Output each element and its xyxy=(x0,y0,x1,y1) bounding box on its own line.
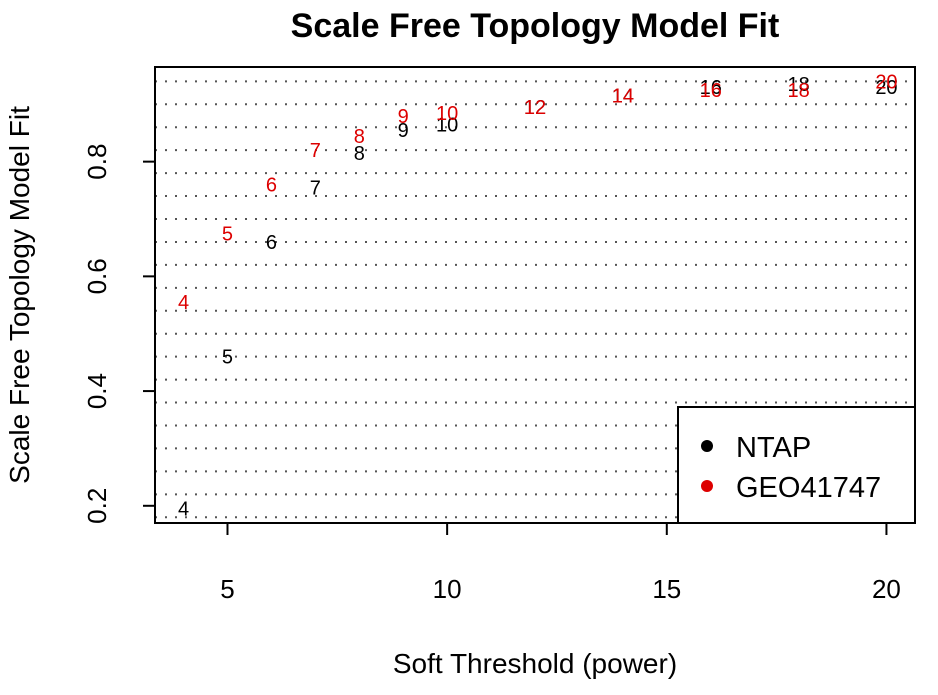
point-label-geo41747: 12 xyxy=(524,97,546,119)
y-tick-label: 0.8 xyxy=(82,144,112,180)
point-label-ntap: 5 xyxy=(222,347,233,369)
legend: NTAP GEO41747 xyxy=(677,406,916,524)
x-axis-title: Soft Threshold (power) xyxy=(393,648,677,679)
point-label-ntap: 20 xyxy=(875,77,897,99)
point-label-ntap: 6 xyxy=(266,232,277,254)
point-label-ntap: 9 xyxy=(398,120,409,142)
chart-title: Scale Free Topology Model Fit xyxy=(291,7,780,45)
point-label-geo41747: 16 xyxy=(700,80,722,102)
legend-box xyxy=(677,406,916,524)
point-label-geo41747: 6 xyxy=(266,175,277,197)
point-label-ntap: 4 xyxy=(178,499,189,521)
x-tick-label: 5 xyxy=(220,574,234,604)
point-label-ntap: 12 xyxy=(524,97,546,119)
point-label-ntap: 8 xyxy=(354,143,365,165)
point-label-geo41747: 14 xyxy=(612,86,634,108)
y-axis-title: Scale Free Topology Model Fit xyxy=(4,106,35,484)
point-label-geo41747: 20 xyxy=(875,71,897,93)
point-label-ntap: 18 xyxy=(787,74,809,96)
point-label-geo41747: 8 xyxy=(354,126,365,148)
point-label-geo41747: 5 xyxy=(222,223,233,245)
point-label-geo41747: 4 xyxy=(178,292,189,314)
point-label-geo41747: 18 xyxy=(787,80,809,102)
x-tick-label: 20 xyxy=(872,574,901,604)
point-label-ntap: 7 xyxy=(310,177,321,199)
legend-label-geo41747: GEO41747 xyxy=(736,472,881,504)
grid-lines xyxy=(155,80,915,519)
point-label-ntap: 16 xyxy=(700,77,722,99)
y-tick-label: 0.2 xyxy=(82,488,112,524)
legend-marker-ntap xyxy=(701,440,713,452)
x-tick-label: 15 xyxy=(652,574,681,604)
point-label-ntap: 10 xyxy=(436,114,458,136)
axes: 5 10 15 20 0.2 0.4 0.6 0.8 xyxy=(82,144,901,604)
point-label-geo41747: 9 xyxy=(398,106,409,128)
point-label-ntap: 14 xyxy=(612,86,634,108)
point-label-geo41747: 10 xyxy=(436,103,458,125)
legend-label-ntap: NTAP xyxy=(736,432,811,464)
y-tick-label: 0.4 xyxy=(82,373,112,409)
point-label-geo41747: 7 xyxy=(310,140,321,162)
y-tick-label: 0.6 xyxy=(82,258,112,294)
legend-marker-geo41747 xyxy=(701,480,713,492)
x-tick-label: 10 xyxy=(433,574,462,604)
